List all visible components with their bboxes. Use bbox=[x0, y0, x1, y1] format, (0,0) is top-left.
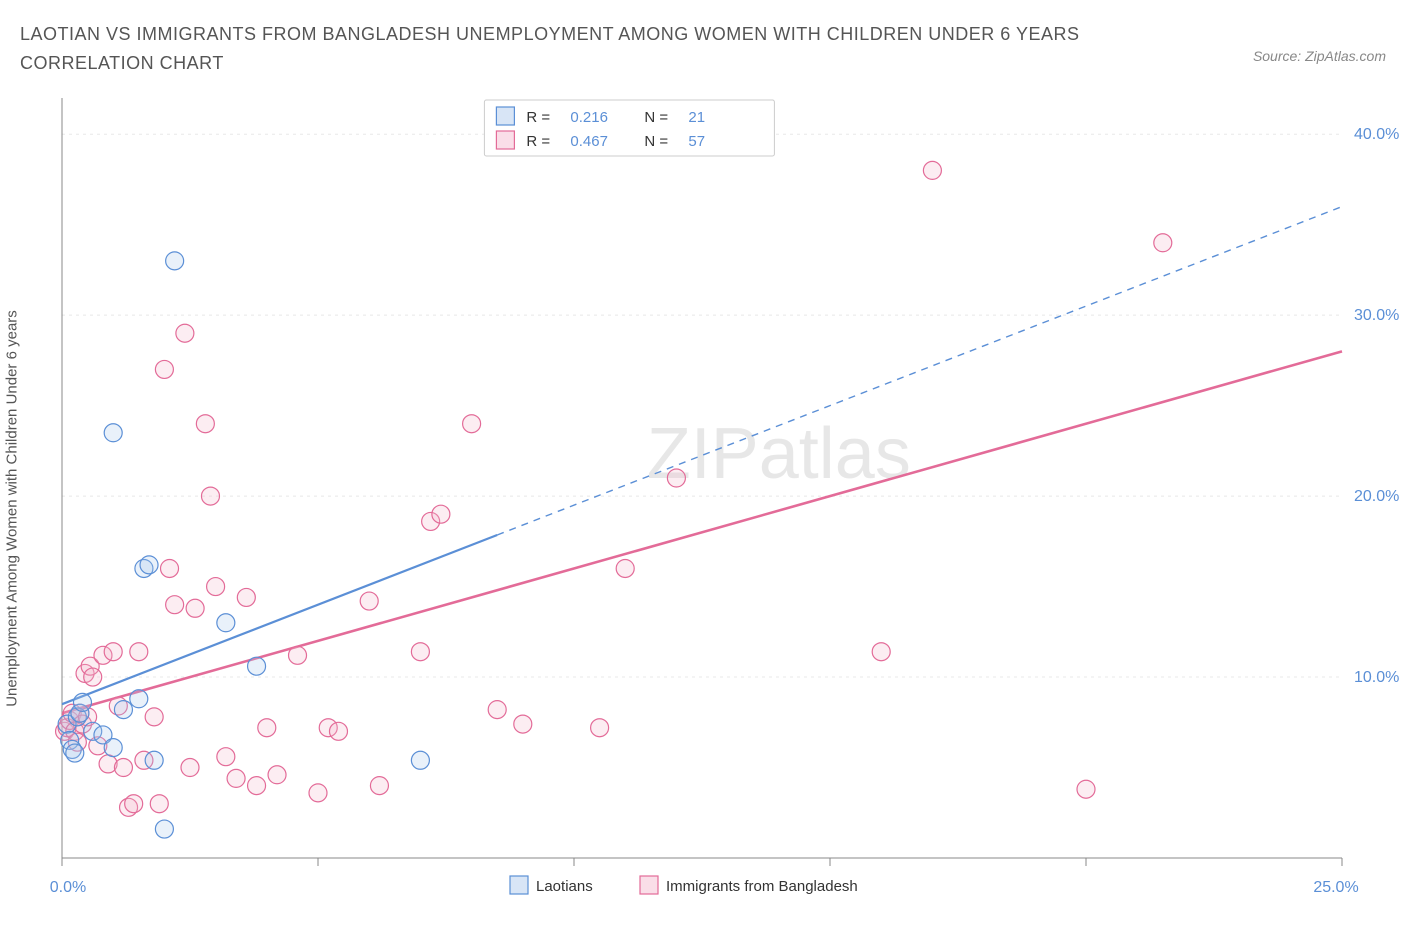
bangladesh-point bbox=[309, 783, 327, 801]
bangladesh-point bbox=[248, 776, 266, 794]
bangladesh-point bbox=[186, 599, 204, 617]
bangladesh-point bbox=[145, 707, 163, 725]
bangladesh-point bbox=[591, 718, 609, 736]
bangladesh-point bbox=[104, 642, 122, 660]
bangladesh-point bbox=[84, 668, 102, 686]
bangladesh-point bbox=[196, 414, 214, 432]
svg-text:25.0%: 25.0% bbox=[1313, 879, 1358, 896]
svg-text:N =: N = bbox=[644, 109, 668, 126]
bangladesh-point bbox=[432, 505, 450, 523]
bangladesh-point bbox=[207, 577, 225, 595]
svg-text:0.0%: 0.0% bbox=[50, 879, 86, 896]
laotians-point bbox=[66, 744, 84, 762]
laotians-point bbox=[73, 693, 91, 711]
bangladesh-point bbox=[1077, 780, 1095, 798]
svg-text:N =: N = bbox=[644, 133, 668, 150]
laotians-point bbox=[130, 689, 148, 707]
bangladesh-point bbox=[181, 758, 199, 776]
laotians-point bbox=[104, 738, 122, 756]
laotians-point bbox=[114, 700, 132, 718]
y-axis-label: Unemployment Among Women with Children U… bbox=[4, 310, 21, 707]
bangladesh-point bbox=[370, 776, 388, 794]
bangladesh-point bbox=[1154, 233, 1172, 251]
chart-title: LAOTIAN VS IMMIGRANTS FROM BANGLADESH UN… bbox=[20, 20, 1120, 78]
bottom-legend-label-bangladesh: Immigrants from Bangladesh bbox=[666, 878, 858, 895]
laotians-point bbox=[248, 657, 266, 675]
bangladesh-point bbox=[217, 747, 235, 765]
bottom-legend-label-laotians: Laotians bbox=[536, 878, 593, 895]
svg-text:10.0%: 10.0% bbox=[1354, 669, 1399, 686]
bangladesh-point bbox=[923, 161, 941, 179]
source-label: Source: ZipAtlas.com bbox=[1253, 48, 1386, 64]
bangladesh-point bbox=[289, 646, 307, 664]
bangladesh-point bbox=[176, 324, 194, 342]
bangladesh-point bbox=[150, 794, 168, 812]
svg-text:21: 21 bbox=[688, 109, 705, 126]
bangladesh-point bbox=[114, 758, 132, 776]
laotians-point bbox=[411, 751, 429, 769]
laotians-point bbox=[217, 613, 235, 631]
svg-text:R =: R = bbox=[526, 109, 550, 126]
laotians-point bbox=[166, 251, 184, 269]
bangladesh-point bbox=[227, 769, 245, 787]
bangladesh-point bbox=[201, 487, 219, 505]
scatter-chart: 0.0%25.0%10.0%20.0%30.0%40.0%ZIPatlasR =… bbox=[20, 88, 1406, 912]
bangladesh-point bbox=[872, 642, 890, 660]
legend-swatch-laotians bbox=[496, 107, 514, 125]
bangladesh-point bbox=[237, 588, 255, 606]
bangladesh-point bbox=[155, 360, 173, 378]
svg-text:30.0%: 30.0% bbox=[1354, 307, 1399, 324]
svg-text:57: 57 bbox=[688, 133, 705, 150]
svg-text:20.0%: 20.0% bbox=[1354, 488, 1399, 505]
bangladesh-point bbox=[667, 469, 685, 487]
bangladesh-point bbox=[514, 715, 532, 733]
laotians-point bbox=[145, 751, 163, 769]
bangladesh-point bbox=[125, 794, 143, 812]
bangladesh-point bbox=[161, 559, 179, 577]
bangladesh-point bbox=[329, 722, 347, 740]
svg-text:0.216: 0.216 bbox=[570, 109, 608, 126]
bangladesh-point bbox=[130, 642, 148, 660]
svg-text:R =: R = bbox=[526, 133, 550, 150]
laotians-point bbox=[104, 423, 122, 441]
bangladesh-point bbox=[166, 595, 184, 613]
svg-text:40.0%: 40.0% bbox=[1354, 126, 1399, 143]
bangladesh-point bbox=[463, 414, 481, 432]
svg-text:0.467: 0.467 bbox=[570, 133, 608, 150]
laotians-point bbox=[155, 820, 173, 838]
bangladesh-point bbox=[616, 559, 634, 577]
bangladesh-point bbox=[411, 642, 429, 660]
bangladesh-point bbox=[360, 592, 378, 610]
bottom-legend-swatch-laotians bbox=[510, 876, 528, 894]
bangladesh-point bbox=[268, 765, 286, 783]
bangladesh-point bbox=[488, 700, 506, 718]
legend-swatch-bangladesh bbox=[496, 131, 514, 149]
laotians-point bbox=[140, 555, 158, 573]
bangladesh-point bbox=[258, 718, 276, 736]
bottom-legend-swatch-bangladesh bbox=[640, 876, 658, 894]
